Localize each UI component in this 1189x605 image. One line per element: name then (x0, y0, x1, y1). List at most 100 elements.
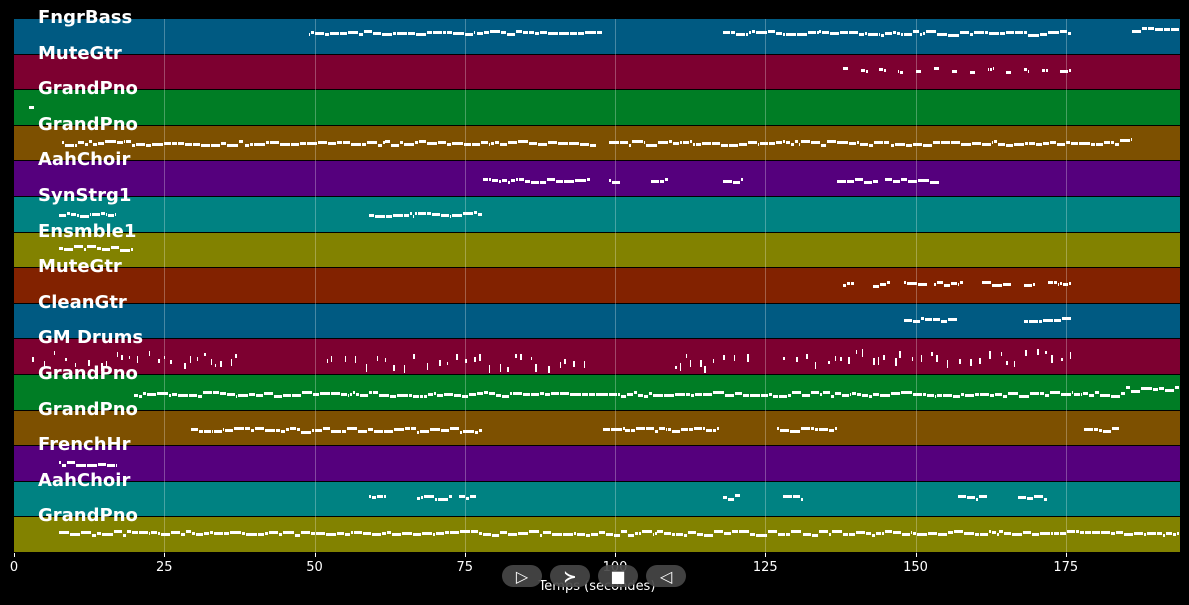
note (609, 140, 619, 144)
note (488, 142, 491, 146)
note (471, 143, 480, 147)
note (383, 430, 394, 434)
note (394, 427, 405, 431)
stop-button[interactable]: ■ (598, 565, 638, 587)
note (382, 532, 386, 536)
note (895, 142, 905, 146)
note (920, 354, 923, 362)
note (114, 530, 122, 534)
note (749, 31, 752, 35)
note (146, 392, 157, 396)
note (397, 394, 408, 398)
note (201, 143, 210, 147)
note (372, 495, 377, 499)
note (851, 392, 856, 396)
note (633, 391, 637, 395)
note (979, 393, 989, 397)
note (322, 427, 330, 430)
note (1060, 281, 1063, 285)
note (362, 142, 367, 146)
note (598, 392, 609, 396)
note (468, 392, 477, 396)
note (892, 30, 897, 34)
note (801, 497, 803, 501)
note (256, 393, 263, 397)
note (752, 30, 755, 34)
note (111, 245, 119, 249)
note (378, 143, 383, 147)
note (791, 530, 802, 533)
note (795, 140, 798, 144)
note (389, 394, 397, 398)
note (454, 394, 461, 398)
note (367, 140, 378, 144)
piano-roll[interactable] (14, 19, 1180, 553)
rewind-button[interactable]: ◁ (646, 565, 686, 587)
note (115, 463, 118, 467)
track-lane (14, 232, 1180, 269)
note (189, 356, 192, 363)
note (265, 141, 270, 145)
note (798, 143, 801, 147)
track-label: Ensmble1 (38, 220, 137, 242)
note (76, 464, 86, 468)
note (131, 143, 136, 147)
play-button[interactable]: ▷ (502, 565, 542, 587)
note (515, 354, 517, 358)
note (975, 392, 979, 396)
note (900, 70, 903, 74)
note (400, 140, 403, 144)
note (901, 391, 913, 395)
note (632, 140, 643, 144)
note (132, 530, 139, 534)
note (130, 248, 134, 251)
note (1059, 30, 1067, 34)
note (664, 531, 671, 535)
note (1014, 31, 1024, 35)
note (107, 463, 115, 467)
note (63, 247, 74, 251)
note (391, 532, 402, 536)
note (160, 533, 170, 537)
note (257, 533, 264, 537)
note (444, 530, 450, 534)
note (219, 392, 226, 396)
note (1176, 531, 1179, 535)
note (1082, 392, 1089, 396)
note (1115, 142, 1119, 146)
note (522, 392, 530, 396)
note (300, 430, 312, 434)
note (847, 282, 850, 286)
note (434, 498, 438, 502)
note (779, 394, 787, 398)
note (806, 353, 808, 360)
grid-line (915, 19, 917, 553)
note (723, 495, 727, 499)
note (496, 394, 502, 398)
note (628, 533, 634, 537)
note (746, 33, 749, 37)
note (59, 247, 63, 251)
note (1038, 320, 1043, 324)
note (386, 530, 391, 534)
note (415, 140, 419, 144)
note (343, 141, 351, 145)
note (78, 140, 85, 144)
note (143, 392, 146, 395)
note (420, 496, 423, 500)
track-label: AahChoir (38, 149, 131, 171)
note (150, 531, 158, 535)
note (1062, 317, 1071, 321)
note (989, 31, 1000, 35)
note (548, 365, 550, 374)
note (1039, 531, 1051, 535)
forward-button[interactable]: ≻ (550, 565, 590, 587)
track-lane (14, 481, 1180, 518)
note (922, 143, 932, 147)
note (191, 427, 199, 431)
note (1023, 320, 1029, 324)
note (700, 359, 702, 368)
note (960, 281, 963, 285)
tick-label: 150 (903, 560, 928, 575)
note (1171, 27, 1179, 31)
